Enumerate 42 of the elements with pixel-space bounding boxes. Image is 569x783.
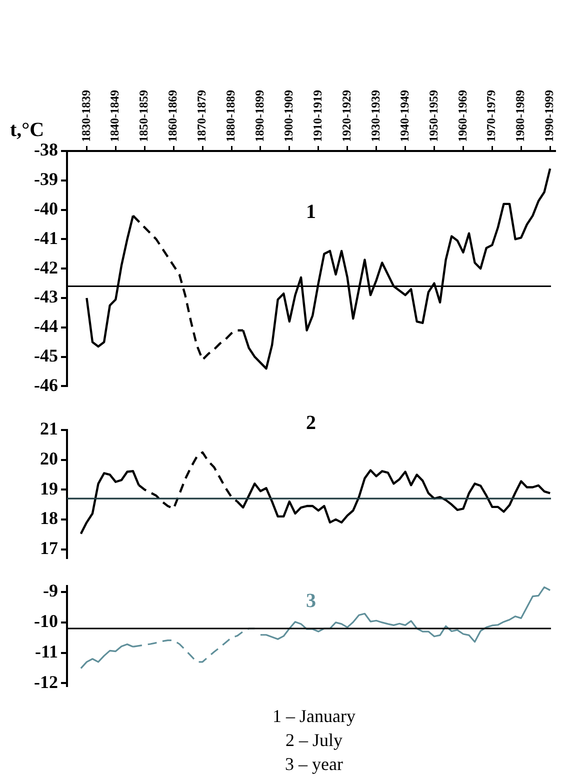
y-tick-label: -45 (34, 345, 58, 366)
text: 2 – July (284, 729, 344, 752)
y-tick-label: -11 (34, 641, 58, 662)
annotation: 1 (306, 201, 316, 224)
x-tick-label: 1890-1899 (252, 90, 267, 142)
annotation: 3 (306, 590, 316, 612)
x-tick-label: 1970-1979 (484, 90, 498, 142)
y-tick-label: 19 (40, 478, 58, 498)
y-tick-label: -40 (34, 198, 58, 218)
y-tick-label: 17 (40, 538, 58, 558)
x-tick-label: 1860-1869 (166, 90, 180, 142)
x-tick-label: 1930-1939 (368, 90, 382, 142)
x-tick-label: 1830-1839 (78, 90, 93, 142)
x-tick-label: 1880-1889 (224, 90, 238, 142)
y-tick-label: -12 (34, 672, 58, 692)
x-tick-label: 1920-1929 (339, 90, 354, 142)
y-tick-label: -44 (34, 316, 58, 336)
x-tick-label: 1940-1949 (397, 90, 412, 142)
text: 3 – year (284, 753, 344, 776)
x-tick-label: 1950-1959 (426, 90, 440, 142)
y-tick-label: -10 (34, 611, 58, 632)
y-tick-label: 20 (40, 448, 58, 468)
x-tick-label: 1980-1989 (513, 90, 528, 142)
y-tick-label: -42 (34, 257, 58, 278)
x-tick-label: 1900-1909 (282, 90, 296, 142)
y-tick-label: -39 (34, 169, 58, 190)
x-tick-label: 1870-1879 (194, 90, 209, 142)
x-tick-label: 1840-1849 (108, 90, 122, 142)
x-tick-label: 1910-1919 (310, 90, 324, 142)
y-tick-label: -46 (34, 374, 58, 395)
x-tick-label: 1990-1999 (542, 90, 556, 142)
x-tick-label: 1960-1969 (455, 90, 470, 142)
y-tick-label: -43 (34, 286, 58, 307)
text: 1 – January (272, 705, 356, 728)
y-tick-label: -38 (34, 140, 58, 160)
y-tick-label: -9 (43, 580, 58, 601)
y-axis-title: t,°C (10, 119, 44, 142)
annotation: 2 (306, 412, 316, 434)
y-tick-label: -41 (34, 228, 58, 248)
y-tick-label: 18 (40, 508, 58, 528)
y-tick-label: 21 (40, 418, 58, 439)
x-tick-label: 1850-1859 (136, 90, 151, 142)
